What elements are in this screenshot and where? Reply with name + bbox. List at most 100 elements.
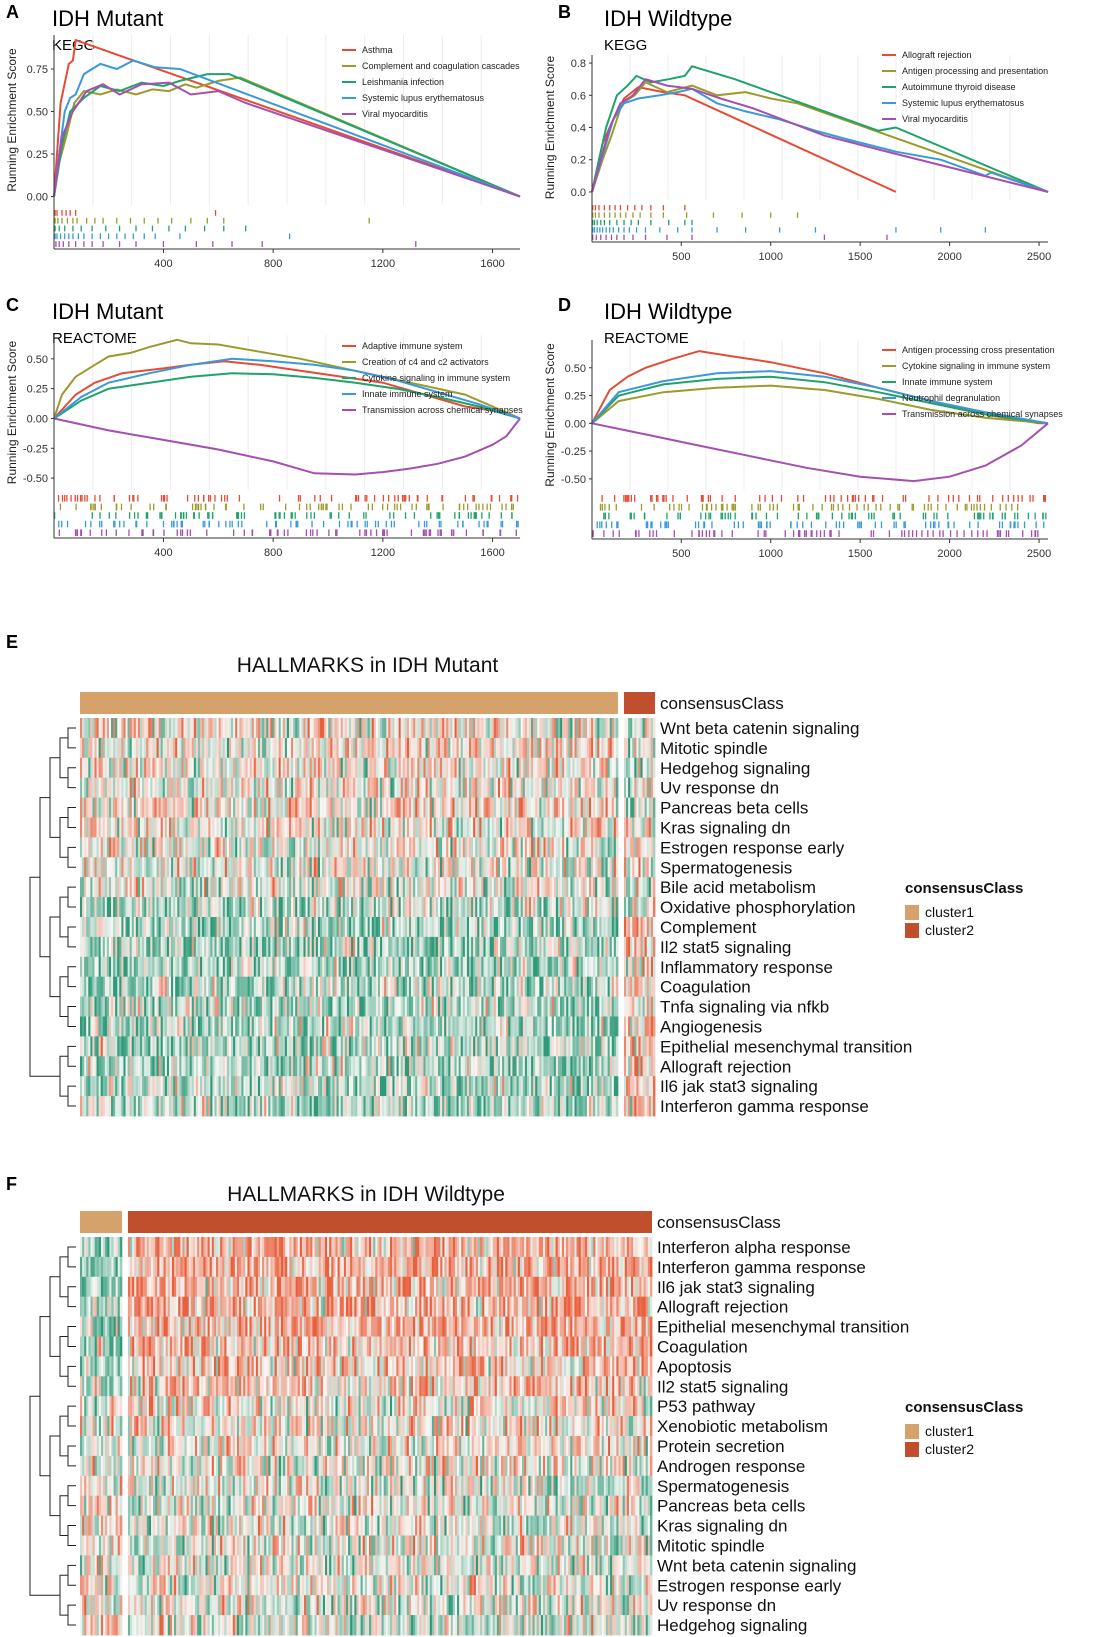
heatmap-cell	[226, 817, 230, 838]
heatmap-cell	[572, 936, 575, 958]
heatmap-cell	[191, 718, 195, 739]
heatmap-cell	[206, 857, 209, 878]
heatmap-cell	[175, 817, 178, 838]
heatmap-cell	[257, 757, 261, 779]
heatmap-cell	[471, 777, 474, 798]
heatmap-cell	[468, 737, 472, 759]
heatmap-cell	[88, 837, 91, 858]
heatmap-cell	[187, 917, 191, 938]
heatmap-cell	[154, 757, 157, 779]
heatmap-cell	[479, 797, 482, 818]
heatmap-cell	[582, 897, 586, 918]
heatmap-cell	[489, 857, 493, 878]
heatmap-cell	[193, 718, 197, 739]
heatmap-cell	[216, 718, 220, 739]
heatmap-cell	[142, 837, 145, 858]
heatmap-cell	[291, 837, 294, 858]
heatmap-cell	[340, 936, 344, 958]
heatmap-cell	[328, 857, 331, 878]
heatmap-cell	[555, 797, 559, 818]
heatmap-cell	[212, 757, 215, 779]
heatmap-cell	[512, 877, 515, 898]
heatmap-cell	[650, 757, 654, 779]
heatmap-cell	[487, 797, 491, 818]
heatmap-cell	[353, 917, 356, 938]
heatmap-cell	[377, 917, 381, 938]
panel-subtitle: KEGG	[604, 37, 647, 54]
heatmap-cell	[462, 877, 466, 898]
heatmap-cell	[137, 718, 141, 739]
heatmap-cell	[564, 718, 567, 739]
heatmap-cell	[251, 737, 255, 759]
heatmap-cell	[425, 897, 429, 918]
heatmap-cell	[113, 797, 116, 818]
heatmap-cell	[435, 718, 439, 739]
heatmap-cell	[260, 777, 263, 798]
heatmap-cell	[183, 956, 186, 978]
heatmap-cell	[495, 936, 499, 958]
heatmap-cell	[322, 917, 325, 938]
heatmap-cell	[224, 797, 228, 818]
heatmap-cell	[171, 718, 174, 739]
heatmap-cell	[249, 837, 253, 858]
heatmap-cell	[187, 817, 191, 838]
heatmap-cell	[140, 837, 143, 858]
heatmap-cell	[168, 737, 172, 759]
heatmap-cell	[615, 936, 619, 958]
heatmap-cell	[123, 757, 126, 779]
heatmap-cell	[84, 718, 87, 739]
heatmap-cell	[545, 857, 549, 878]
heatmap-cell	[84, 757, 87, 779]
heatmap-cell	[175, 936, 178, 958]
heatmap-cell	[516, 917, 520, 938]
heatmap-cell	[533, 877, 536, 898]
heatmap-cell	[528, 917, 532, 938]
heatmap-cell	[454, 897, 457, 918]
heatmap-cell	[415, 777, 418, 798]
heatmap-cell	[628, 837, 631, 858]
heatmap-cell	[605, 777, 609, 798]
heatmap-cell	[94, 837, 97, 858]
heatmap-cell	[493, 917, 497, 938]
heatmap-cell	[357, 817, 360, 838]
heatmap-cell	[144, 777, 147, 798]
heatmap-cell	[593, 797, 596, 818]
heatmap-cell	[84, 956, 87, 978]
heatmap-cell	[609, 857, 613, 878]
heatmap-cell	[471, 897, 474, 918]
heatmap-cell	[580, 917, 584, 938]
heatmap-cell	[142, 857, 145, 878]
heatmap-cell	[344, 877, 348, 898]
heatmap-cell	[640, 718, 643, 739]
heatmap-cell	[204, 956, 207, 978]
heatmap-cell	[489, 797, 493, 818]
heatmap-cell	[483, 817, 486, 838]
heatmap-cell	[427, 817, 431, 838]
heatmap-cell	[417, 917, 420, 938]
heatmap-cell	[586, 757, 590, 779]
heatmap-cell	[377, 737, 381, 759]
heatmap-cell	[468, 877, 472, 898]
heatmap-cell	[257, 897, 261, 918]
heatmap-cell	[274, 797, 277, 818]
heatmap-cell	[92, 857, 95, 878]
heatmap-cell	[175, 877, 178, 898]
heatmap-cell	[121, 956, 124, 978]
heatmap-cell	[557, 877, 561, 898]
heatmap-cell	[315, 797, 319, 818]
heatmap-cell	[322, 837, 325, 858]
series-line	[53, 76, 521, 198]
heatmap-cell	[320, 737, 323, 759]
heatmap-cell	[357, 718, 360, 739]
heatmap-cell	[94, 857, 97, 878]
heatmap-cell	[440, 897, 443, 918]
annotation-cluster1	[80, 692, 618, 714]
heatmap-cell	[516, 737, 520, 759]
heatmap-cell	[92, 777, 95, 798]
heatmap-cell	[555, 718, 559, 739]
heatmap-cell	[346, 797, 350, 818]
heatmap-cell	[224, 877, 228, 898]
heatmap-cell	[644, 917, 648, 938]
heatmap-cell	[150, 917, 153, 938]
heatmap-cell	[615, 817, 619, 838]
